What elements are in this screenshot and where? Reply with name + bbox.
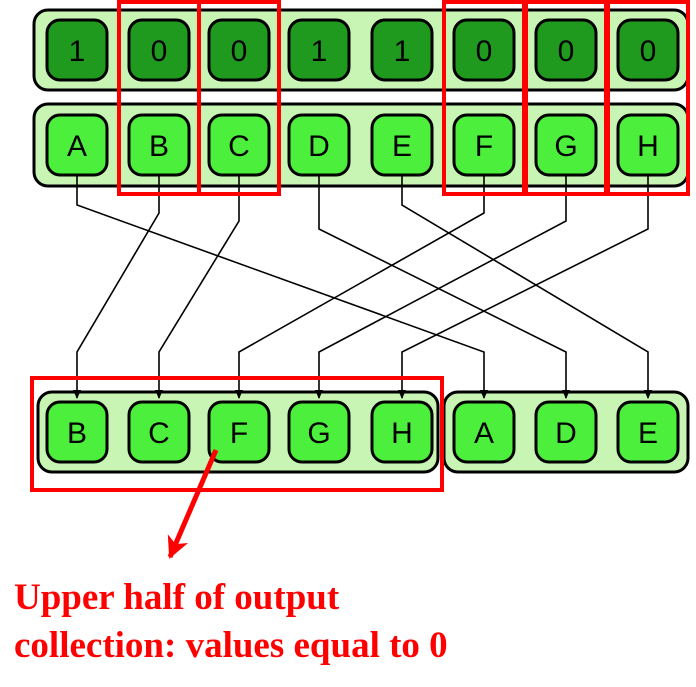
output-cell-box xyxy=(207,400,271,464)
output-cell-box xyxy=(370,400,434,464)
output-cell-label: H xyxy=(391,417,413,450)
permutation-wires xyxy=(73,175,652,399)
input-cell: H xyxy=(616,113,680,177)
wire-c xyxy=(155,175,240,399)
input-cell-label: H xyxy=(637,130,659,163)
bit-cell-box xyxy=(207,18,271,82)
output-cell-label: G xyxy=(307,417,330,450)
bit-cell-box xyxy=(287,18,351,82)
bit-cells: 1 0 0 1 1 0 0 0 xyxy=(45,18,680,82)
input-cell: C xyxy=(207,113,271,177)
zero-column-highlight xyxy=(197,0,281,196)
input-cell: F xyxy=(452,113,516,177)
output-cell-box xyxy=(287,400,351,464)
input-cell-label: C xyxy=(228,130,250,163)
bit-cell-label: 1 xyxy=(69,35,86,68)
bit-cell-box xyxy=(127,18,191,82)
caption-pointer-arrow xyxy=(167,449,219,559)
bit-cell: 0 xyxy=(616,18,680,82)
zero-column-highlight xyxy=(606,0,690,196)
bit-cell: 1 xyxy=(370,18,434,82)
bit-cell-label: 1 xyxy=(311,35,328,68)
input-cell: D xyxy=(287,113,351,177)
output-cell-label: F xyxy=(230,417,248,450)
bit-cell: 0 xyxy=(127,18,191,82)
wire-b xyxy=(73,175,160,399)
caption-line-2: collection: values equal to 0 xyxy=(14,625,448,666)
wire-d xyxy=(318,175,570,399)
bit-cell-box xyxy=(370,18,434,82)
output-cell: F xyxy=(207,400,271,464)
input-cell-label: G xyxy=(554,130,577,163)
input-cell-label: F xyxy=(475,130,493,163)
input-cell: A xyxy=(45,113,109,177)
bit-cell-box xyxy=(616,18,680,82)
output-cell-label: A xyxy=(474,417,494,450)
bit-cell: 1 xyxy=(45,18,109,82)
output-cell: A xyxy=(452,400,516,464)
wire-h xyxy=(398,175,649,399)
wire-a xyxy=(76,175,488,399)
output-cell-box xyxy=(45,400,109,464)
bit-cell-box xyxy=(452,18,516,82)
output-cell: E xyxy=(616,400,680,464)
bit-cell-label: 0 xyxy=(640,35,657,68)
output-cell-box xyxy=(534,400,598,464)
input-cell-label: B xyxy=(149,130,169,163)
bit-cell-label: 0 xyxy=(231,35,248,68)
bit-cell: 1 xyxy=(287,18,351,82)
bit-cell-label: 0 xyxy=(151,35,168,68)
wire-e xyxy=(401,175,652,399)
input-cells: A B C D E F G H xyxy=(45,113,680,177)
output-cell-label: B xyxy=(67,417,87,450)
output-cell: C xyxy=(127,400,191,464)
output-cell-label: E xyxy=(638,417,658,450)
input-cell: G xyxy=(534,113,598,177)
bit-cell-box xyxy=(534,18,598,82)
output-cell-label: C xyxy=(148,417,170,450)
bit-cell-label: 0 xyxy=(476,35,493,68)
output-cell-box xyxy=(127,400,191,464)
output-cell-box xyxy=(616,400,680,464)
output-cell-box xyxy=(452,400,516,464)
bit-cell: 0 xyxy=(534,18,598,82)
output-cell: D xyxy=(534,400,598,464)
wire-g xyxy=(315,175,567,399)
bit-cell: 0 xyxy=(452,18,516,82)
input-cell-label: E xyxy=(392,130,412,163)
bit-cell: 0 xyxy=(207,18,271,82)
caption-line-1: Upper half of output xyxy=(14,577,340,618)
caption: Upper half of output collection: values … xyxy=(14,574,694,670)
input-cell: E xyxy=(370,113,434,177)
bit-cell-label: 1 xyxy=(394,35,411,68)
output-upper-highlight xyxy=(30,376,444,492)
output-cell: B xyxy=(45,400,109,464)
input-cell-label: A xyxy=(67,130,87,163)
output-cell: G xyxy=(287,400,351,464)
output-cell-label: D xyxy=(555,417,577,450)
input-cell: B xyxy=(127,113,191,177)
wire-f xyxy=(235,175,485,399)
bit-cell-box xyxy=(45,18,109,82)
input-cell-label: D xyxy=(308,130,330,163)
zero-column-highlights xyxy=(117,0,690,196)
output-cell: H xyxy=(370,400,434,464)
bit-cell-label: 0 xyxy=(558,35,575,68)
